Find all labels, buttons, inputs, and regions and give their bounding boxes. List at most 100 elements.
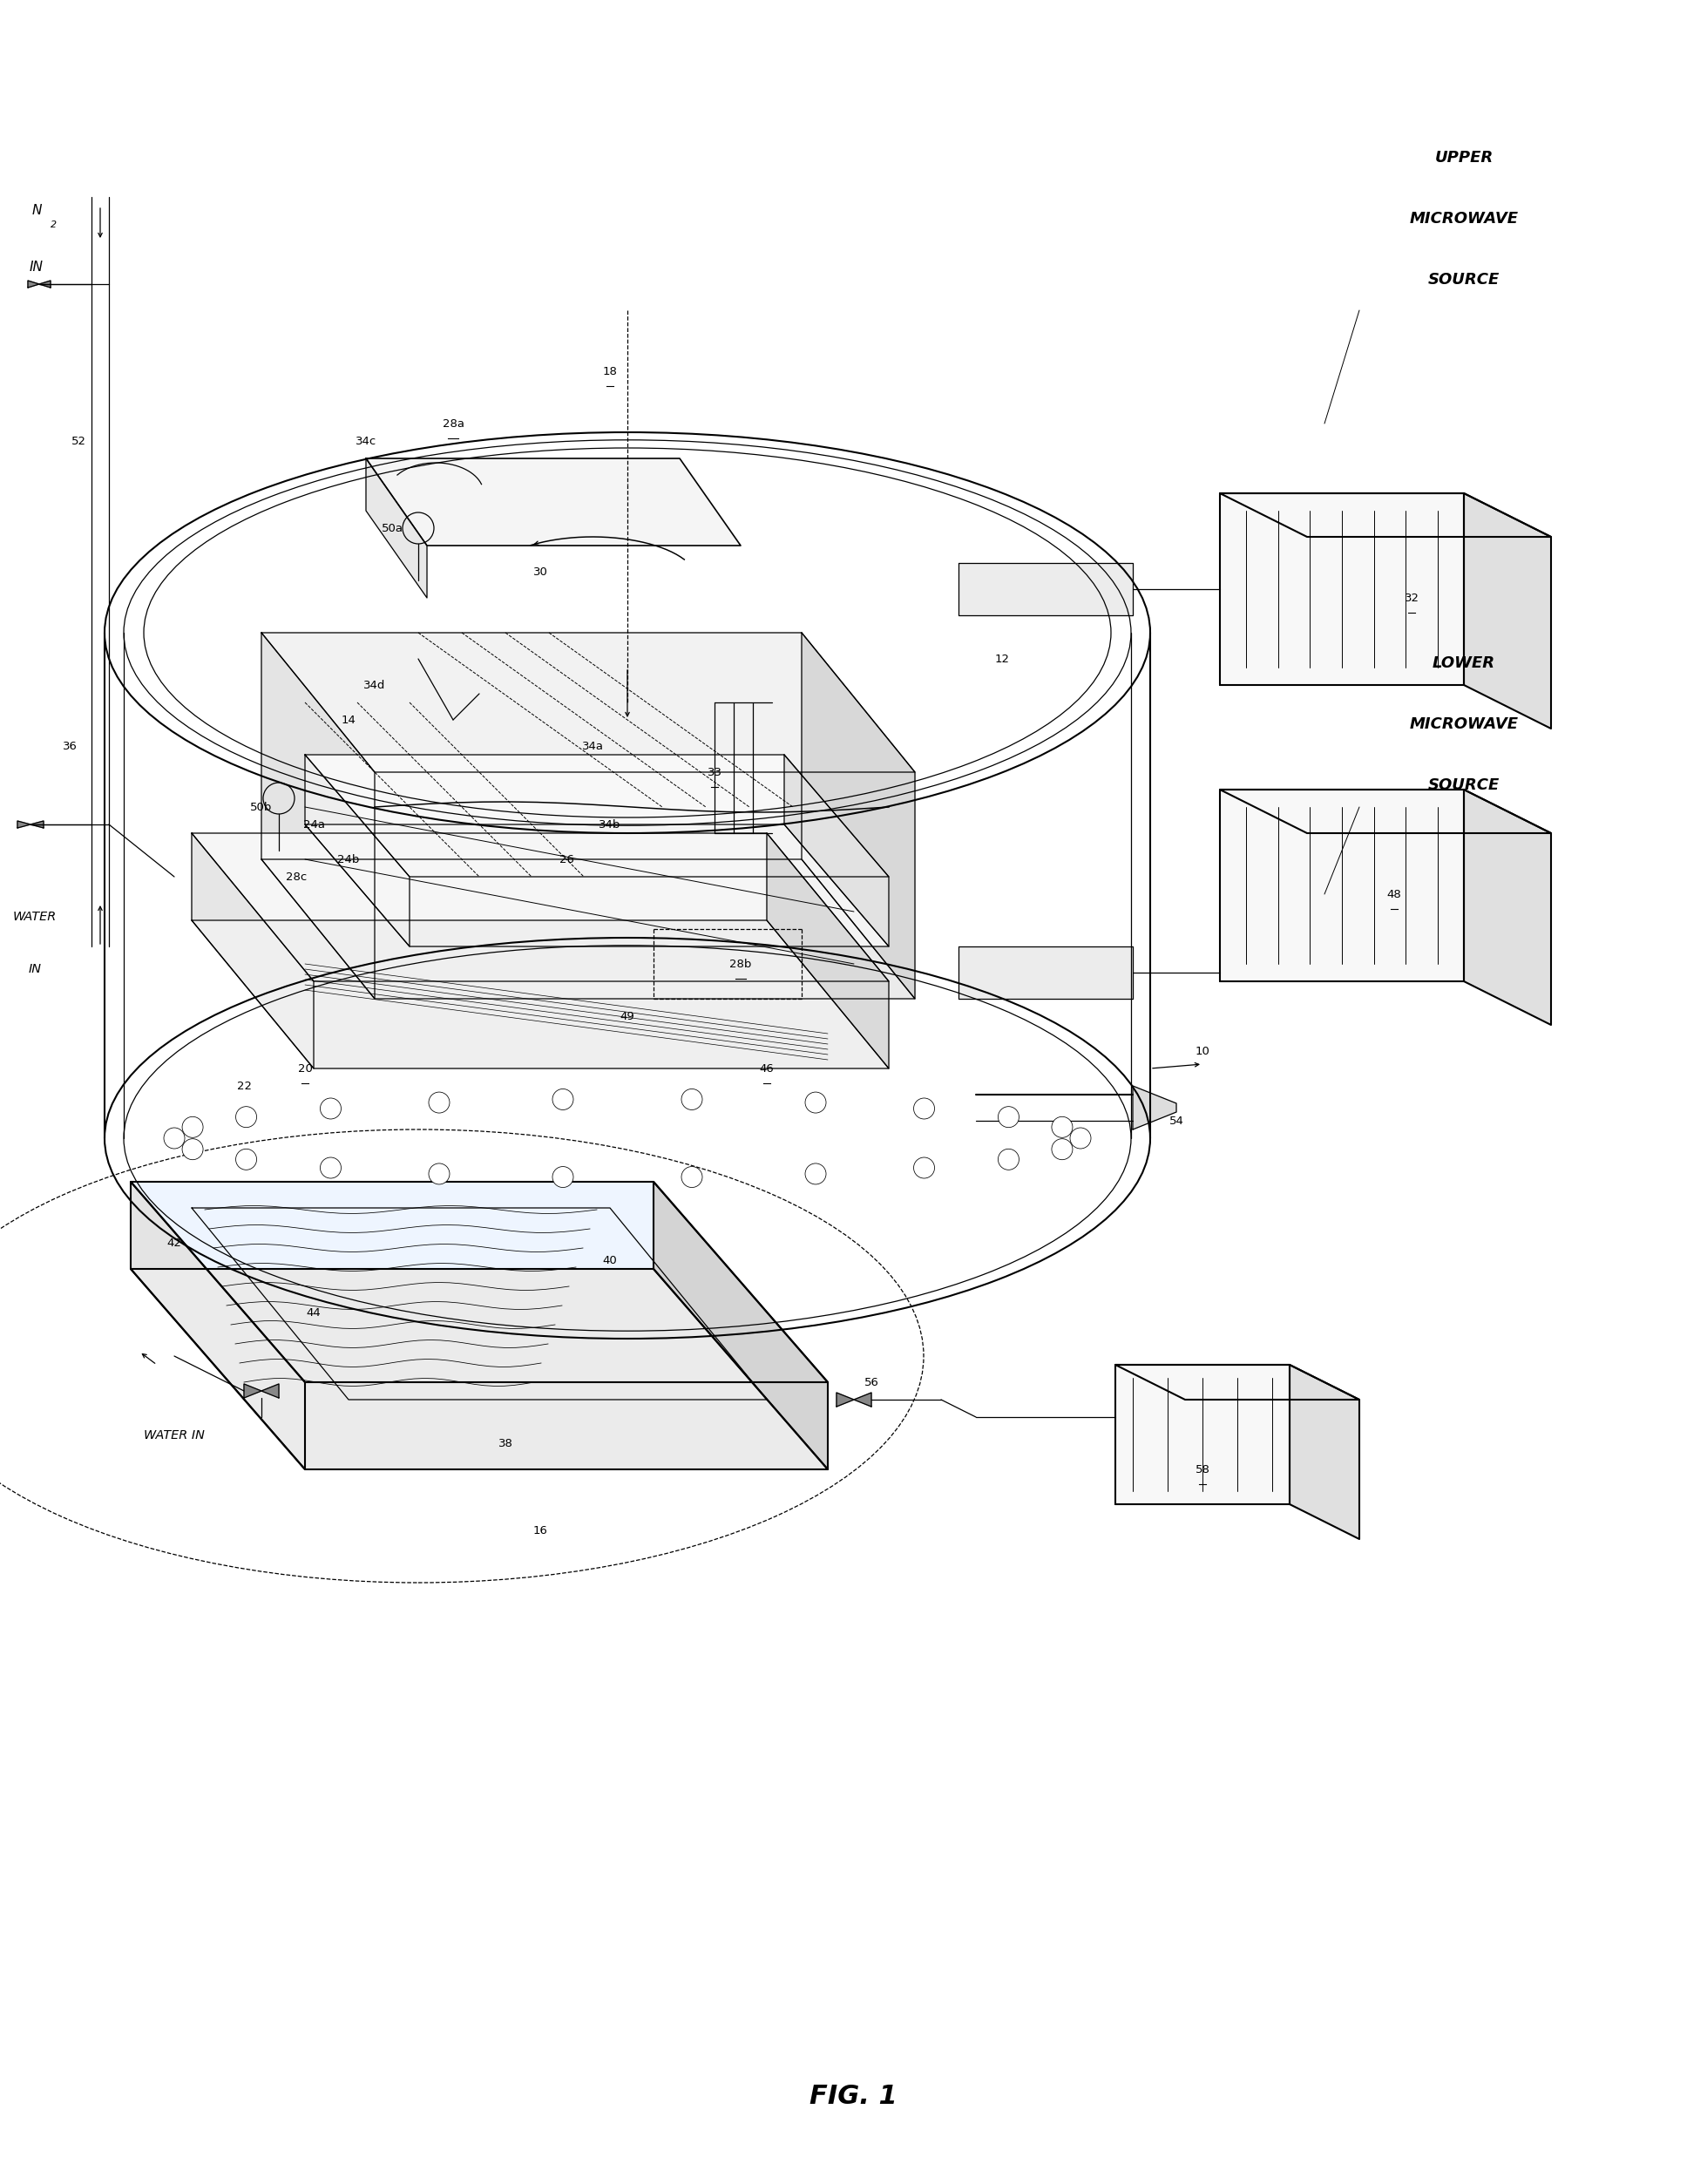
Text: 54: 54 (1169, 1116, 1183, 1127)
Polygon shape (191, 832, 314, 1068)
Text: FIG. 1: FIG. 1 (809, 2084, 898, 2110)
Polygon shape (261, 633, 374, 998)
Text: 34a: 34a (582, 740, 603, 751)
Polygon shape (131, 1182, 306, 1470)
Text: 52: 52 (72, 435, 85, 448)
Text: IN: IN (29, 260, 44, 273)
Polygon shape (1289, 1365, 1359, 1540)
Text: 26: 26 (558, 854, 574, 865)
Text: 38: 38 (498, 1437, 512, 1448)
Text: 30: 30 (533, 566, 548, 577)
Circle shape (183, 1138, 203, 1160)
Text: 40: 40 (603, 1254, 618, 1267)
Text: 24a: 24a (302, 819, 324, 830)
Polygon shape (854, 1393, 871, 1406)
Circle shape (913, 1158, 934, 1179)
Text: 34c: 34c (355, 435, 377, 448)
Polygon shape (365, 459, 741, 546)
Polygon shape (959, 946, 1133, 998)
Text: 33: 33 (707, 767, 722, 778)
Circle shape (553, 1090, 574, 1109)
Polygon shape (836, 1393, 854, 1406)
Polygon shape (1133, 1085, 1176, 1129)
Text: 20: 20 (297, 1064, 312, 1075)
Circle shape (681, 1090, 702, 1109)
Text: 50a: 50a (381, 522, 403, 533)
Text: 36: 36 (63, 740, 77, 751)
Circle shape (428, 1164, 449, 1184)
Text: 24b: 24b (338, 854, 360, 865)
Circle shape (806, 1092, 826, 1114)
Text: 58: 58 (1195, 1463, 1210, 1474)
Polygon shape (766, 832, 889, 1068)
Polygon shape (784, 756, 889, 946)
Text: 42: 42 (167, 1236, 181, 1249)
Text: 28c: 28c (285, 871, 307, 882)
Polygon shape (1221, 791, 1465, 981)
Text: SOURCE: SOURCE (1429, 778, 1500, 793)
Circle shape (681, 1166, 702, 1188)
Text: 49: 49 (620, 1011, 635, 1022)
Circle shape (553, 1166, 574, 1188)
Text: 56: 56 (864, 1376, 879, 1387)
Text: 22: 22 (237, 1081, 251, 1092)
Text: 28a: 28a (442, 417, 464, 430)
Polygon shape (1221, 494, 1552, 537)
Text: 32: 32 (1405, 592, 1419, 603)
Text: WATER: WATER (14, 911, 56, 924)
Polygon shape (261, 858, 915, 998)
Polygon shape (244, 1385, 261, 1398)
Text: 12: 12 (995, 653, 1009, 664)
Text: MICROWAVE: MICROWAVE (1410, 212, 1518, 227)
Text: 2: 2 (51, 221, 56, 229)
Polygon shape (306, 756, 410, 946)
Text: 50b: 50b (251, 802, 273, 812)
Text: MICROWAVE: MICROWAVE (1410, 716, 1518, 732)
Polygon shape (31, 821, 44, 828)
Polygon shape (959, 563, 1133, 616)
Circle shape (236, 1107, 256, 1127)
Text: LOWER: LOWER (1432, 655, 1495, 670)
Circle shape (321, 1158, 341, 1179)
Text: 28b: 28b (729, 959, 751, 970)
Text: 16: 16 (533, 1524, 548, 1535)
Circle shape (913, 1099, 934, 1118)
Circle shape (1052, 1138, 1072, 1160)
Text: 34b: 34b (599, 819, 621, 830)
Polygon shape (1115, 1365, 1359, 1400)
Circle shape (164, 1127, 184, 1149)
Circle shape (236, 1149, 256, 1171)
Polygon shape (306, 823, 889, 946)
Polygon shape (1221, 791, 1552, 832)
Circle shape (183, 1116, 203, 1138)
Polygon shape (306, 756, 889, 876)
Text: 46: 46 (760, 1064, 773, 1075)
Polygon shape (1221, 494, 1465, 686)
Text: 44: 44 (306, 1306, 321, 1319)
Polygon shape (191, 919, 889, 1068)
Polygon shape (131, 1182, 828, 1382)
Polygon shape (261, 633, 915, 773)
Polygon shape (1465, 494, 1552, 729)
Polygon shape (191, 832, 889, 981)
Polygon shape (131, 1269, 828, 1470)
Text: 34d: 34d (364, 679, 386, 690)
Text: 18: 18 (603, 365, 618, 378)
Polygon shape (1115, 1365, 1289, 1505)
Circle shape (806, 1164, 826, 1184)
Text: IN: IN (29, 963, 41, 976)
Polygon shape (654, 1182, 828, 1470)
Circle shape (321, 1099, 341, 1118)
Polygon shape (17, 821, 31, 828)
Polygon shape (27, 280, 39, 288)
Text: WATER IN: WATER IN (143, 1428, 205, 1441)
Circle shape (999, 1107, 1019, 1127)
Circle shape (428, 1092, 449, 1114)
Text: 48: 48 (1386, 889, 1401, 900)
Text: SOURCE: SOURCE (1429, 273, 1500, 288)
Polygon shape (261, 1385, 278, 1398)
Circle shape (1070, 1127, 1091, 1149)
Circle shape (1052, 1116, 1072, 1138)
Polygon shape (365, 459, 427, 598)
Circle shape (999, 1149, 1019, 1171)
